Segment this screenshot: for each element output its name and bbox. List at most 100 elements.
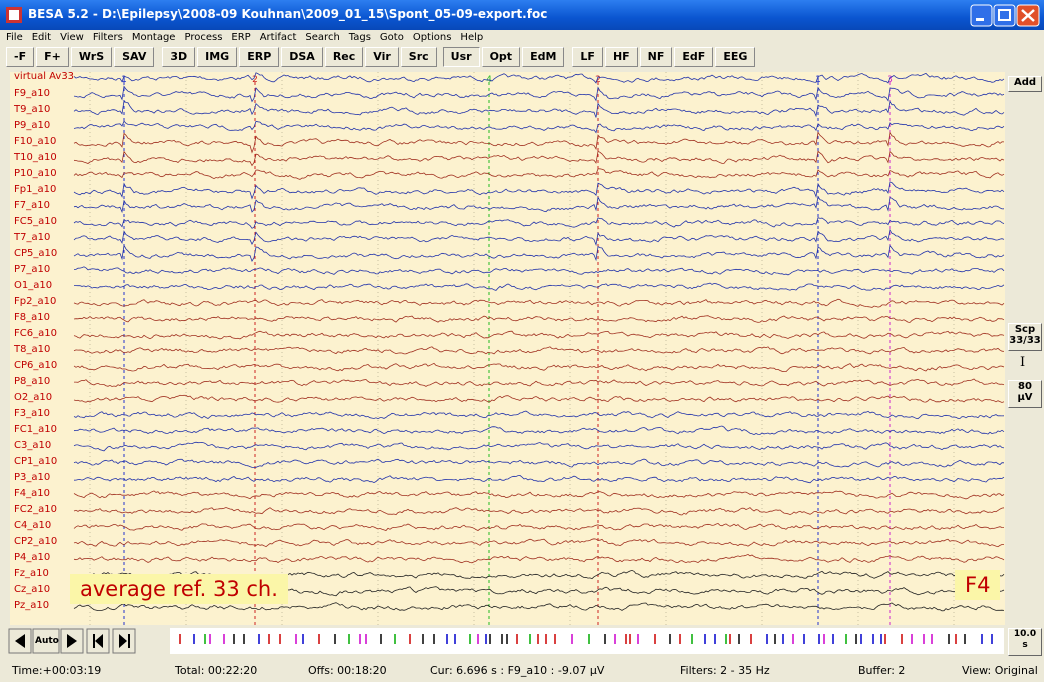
- channel-label: virtual Av33: [14, 71, 75, 82]
- channel-label: F4_a10: [14, 488, 50, 499]
- channel-label: Cz_a10: [14, 584, 51, 595]
- channel-label: P10_a10: [14, 168, 57, 179]
- menu-item[interactable]: Filters: [92, 32, 123, 43]
- marker-label: 1: [815, 75, 821, 85]
- toolbar-button[interactable]: EdF: [674, 47, 714, 67]
- eeg-trace: [74, 266, 1005, 276]
- toolbar-button[interactable]: F+: [36, 47, 69, 67]
- channel-label: F9_a10: [14, 88, 50, 99]
- toolbar-button[interactable]: EdM: [522, 47, 565, 67]
- channel-label: P8_a10: [14, 376, 51, 387]
- menu-item[interactable]: File: [6, 32, 23, 43]
- toolbar-button[interactable]: DSA: [281, 47, 323, 67]
- menu-item[interactable]: Goto: [379, 32, 404, 43]
- status-item: Buffer: 2: [858, 664, 906, 677]
- eeg-trace: [73, 298, 1005, 308]
- scale-value: 80: [1018, 381, 1032, 392]
- channel-label: O1_a10: [14, 280, 53, 291]
- toolbar: -F F+ WrS SAV 3D IMG ERP DSA Rec Vir Src Usr Opt EdM L…: [6, 47, 756, 67]
- channel-label: FC6_a10: [14, 328, 57, 339]
- toolbar-button[interactable]: Usr: [442, 47, 480, 67]
- eeg-trace: [73, 441, 1005, 452]
- toolbar-button[interactable]: 3D: [162, 47, 196, 67]
- eeg-trace: [73, 394, 1005, 403]
- menu-item[interactable]: Search: [305, 32, 340, 43]
- toolbar-button[interactable]: WrS: [70, 47, 113, 67]
- eeg-trace: [73, 538, 1005, 548]
- eeg-trace: [73, 507, 1005, 516]
- auto-button[interactable]: Auto: [35, 636, 59, 646]
- title-bar: BESA 5.2 - D:\Epilepsy\2008-09 Kouhnan\2…: [0, 0, 1044, 30]
- menu-item[interactable]: Montage: [131, 32, 176, 43]
- nav-buttons[interactable]: [8, 628, 168, 656]
- menu-item[interactable]: ERP: [231, 32, 251, 43]
- channel-label: CP5_a10: [14, 248, 58, 259]
- eeg-trace: [73, 458, 1005, 468]
- menu-item[interactable]: Process: [184, 32, 223, 43]
- channel-label: FC5_a10: [14, 216, 57, 227]
- eeg-trace: [73, 602, 1005, 612]
- channel-label: F3_a10: [14, 408, 50, 419]
- eeg-trace: [73, 244, 1005, 263]
- menu-item[interactable]: View: [60, 32, 84, 43]
- menu-item[interactable]: Options: [412, 32, 452, 43]
- eeg-trace: [73, 346, 1005, 355]
- toolbar-button[interactable]: NF: [639, 47, 673, 67]
- window-controls[interactable]: [970, 4, 1042, 27]
- eeg-trace: [73, 362, 1005, 372]
- toolbar-button[interactable]: Src: [400, 47, 437, 67]
- toolbar-button[interactable]: ERP: [239, 47, 280, 67]
- eeg-trace: [73, 410, 1005, 420]
- scope-label: Scp: [1014, 324, 1036, 335]
- eeg-trace: [73, 150, 1005, 167]
- scale-symbol: I: [1020, 355, 1026, 370]
- status-item: Offs: 00:18:20: [308, 664, 387, 677]
- duration-button[interactable]: 10.0 s: [1008, 628, 1042, 656]
- channel-label: FC2_a10: [14, 504, 57, 515]
- toolbar-button[interactable]: HF: [604, 47, 638, 67]
- scale-unit: µV: [1017, 392, 1033, 403]
- channel-label: C3_a10: [14, 440, 52, 451]
- channel-label: P9_a10: [14, 120, 51, 131]
- channel-label: Fp2_a10: [14, 296, 57, 307]
- menu-bar: File Edit View Filters Montage Process ERP Arti…: [6, 32, 483, 46]
- toolbar-button[interactable]: EEG: [715, 47, 756, 67]
- scope-count: 33/33: [1009, 335, 1041, 346]
- channel-label: Fz_a10: [14, 568, 49, 579]
- status-item: Filters: 2 - 35 Hz: [680, 664, 770, 677]
- eeg-trace: [73, 315, 1005, 323]
- event-bar[interactable]: [170, 628, 1004, 654]
- marker-label: 3: [887, 75, 893, 85]
- status-item: Time:+00:03:19: [12, 664, 102, 677]
- channel-label: P4_a10: [14, 552, 51, 563]
- toolbar-button[interactable]: Rec: [324, 47, 364, 67]
- channel-label: F10_a10: [14, 136, 57, 147]
- eeg-trace: [73, 330, 1005, 340]
- toolbar-button[interactable]: IMG: [197, 47, 238, 67]
- status-item: Cur: 6.696 s : F9_a10 : -9.07 µV: [430, 664, 605, 677]
- channel-label: CP1_a10: [14, 456, 58, 467]
- menu-item[interactable]: Artifact: [259, 32, 297, 43]
- toolbar-button[interactable]: -F: [6, 47, 35, 67]
- toolbar-button[interactable]: Opt: [481, 47, 521, 67]
- scope-button[interactable]: Scp 33/33: [1008, 323, 1042, 351]
- eeg-trace: [73, 217, 1005, 229]
- eeg-trace: [73, 522, 1005, 531]
- menu-item[interactable]: Edit: [31, 32, 52, 43]
- channel-label: CP6_a10: [14, 360, 58, 371]
- menu-item[interactable]: Help: [460, 32, 484, 43]
- eeg-trace: [73, 228, 1005, 247]
- toolbar-button[interactable]: Vir: [365, 47, 399, 67]
- toolbar-button[interactable]: SAV: [114, 47, 155, 67]
- toolbar-button[interactable]: LF: [572, 47, 603, 67]
- scale-button[interactable]: 80 µV: [1008, 380, 1042, 408]
- channel-label: Pz_a10: [14, 600, 50, 611]
- menu-item[interactable]: Tags: [348, 32, 371, 43]
- window-title: BESA 5.2 - D:\Epilepsy\2008-09 Kouhnan\2…: [28, 7, 548, 21]
- channel-label: C4_a10: [14, 520, 52, 531]
- eeg-trace: [73, 181, 1005, 200]
- add-button[interactable]: Add: [1008, 76, 1042, 92]
